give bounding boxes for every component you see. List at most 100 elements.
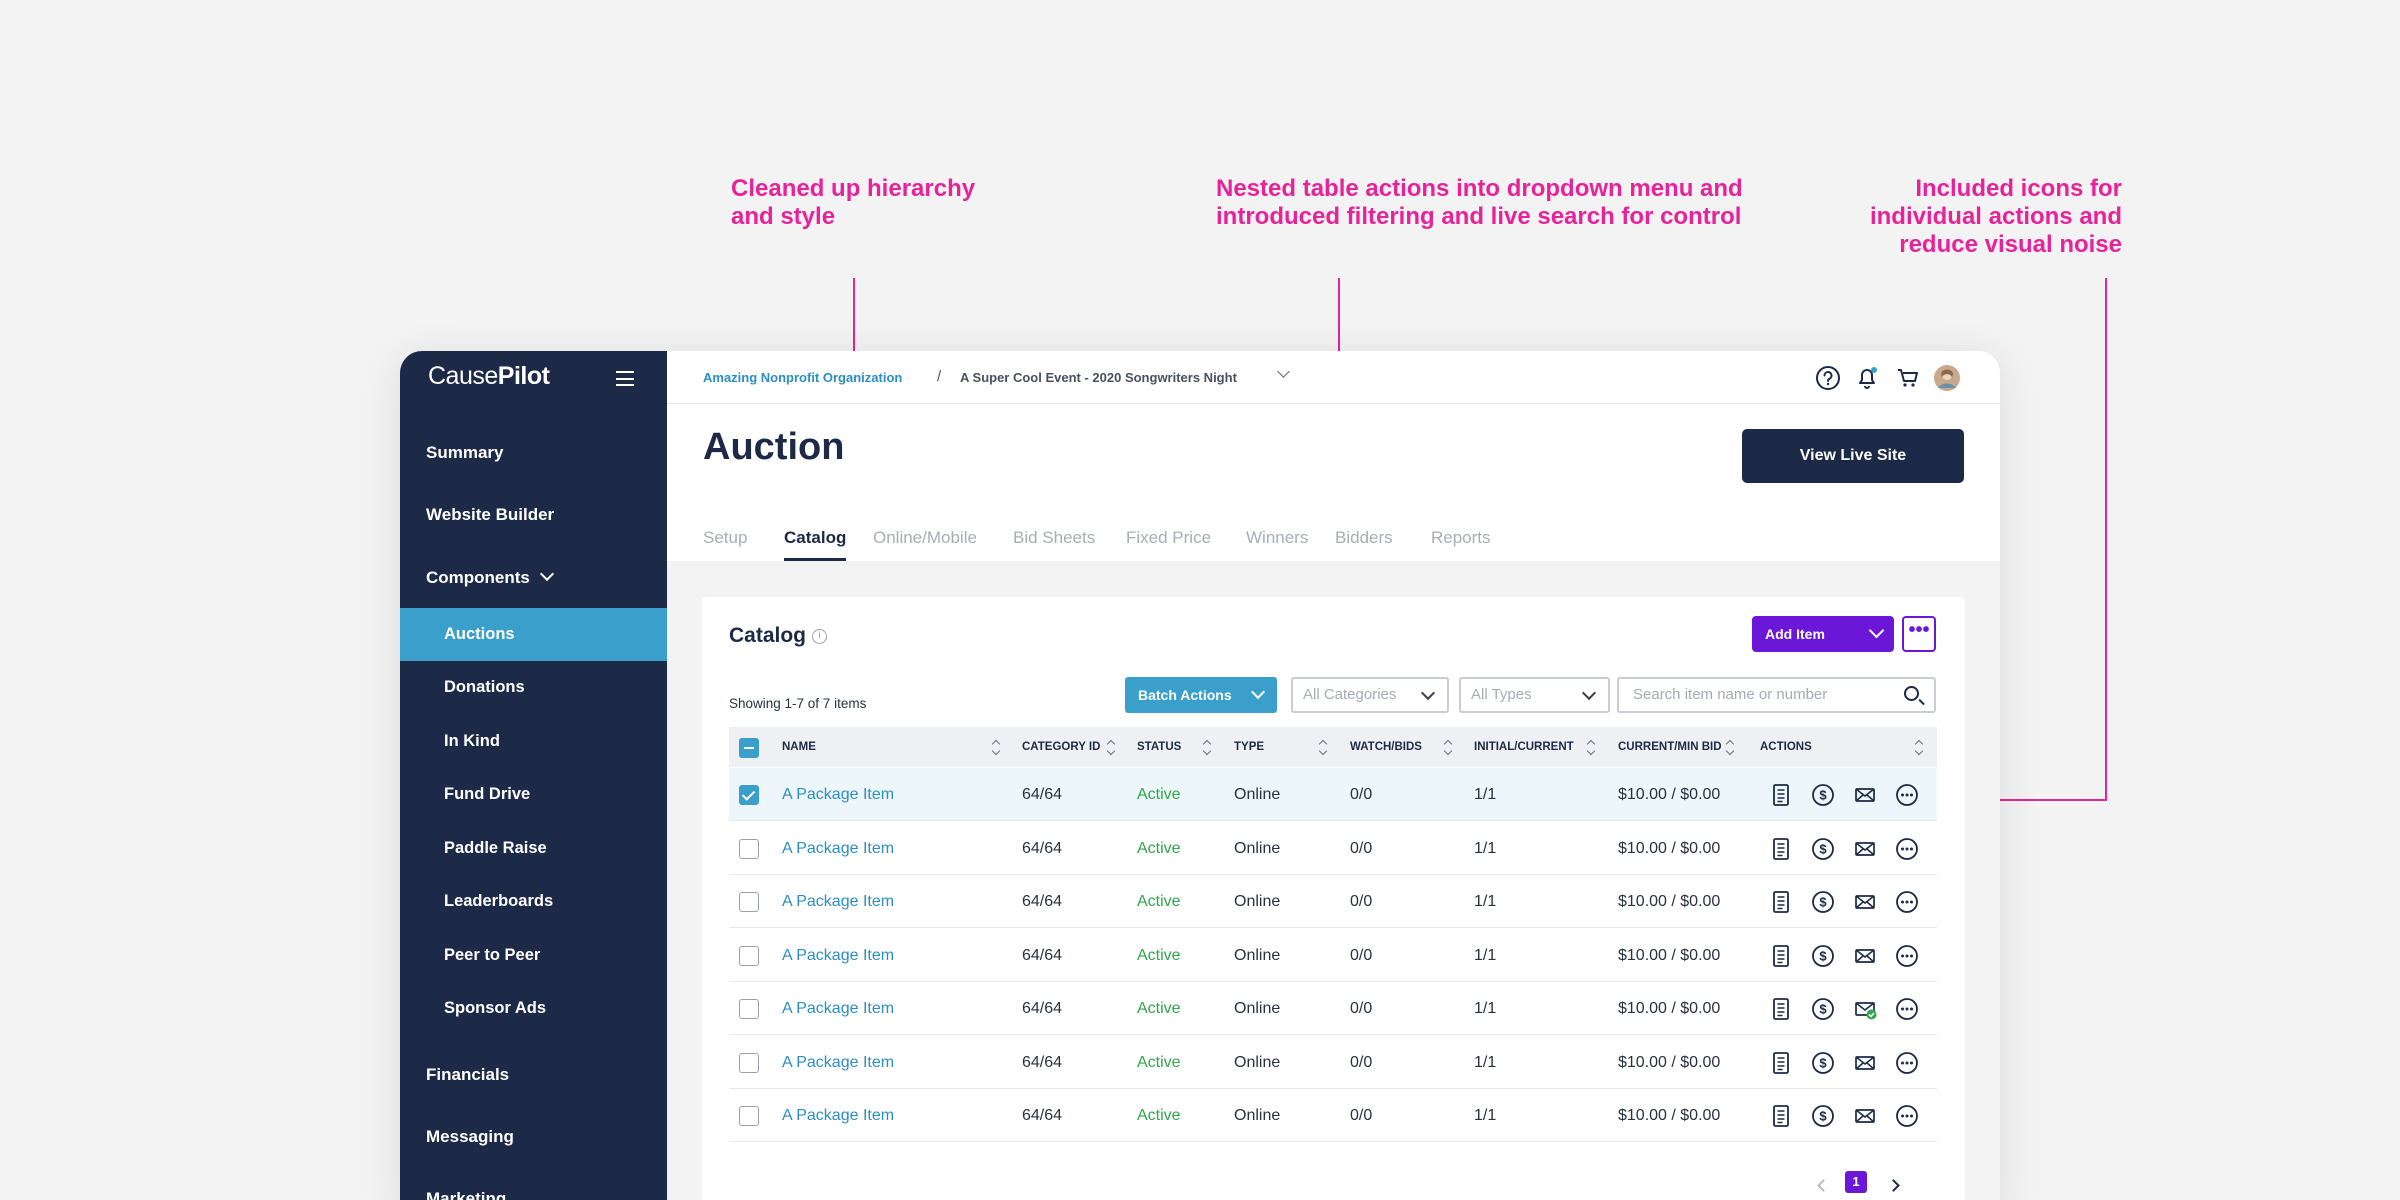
cell-name[interactable]: A Package Item <box>782 893 895 910</box>
table-row[interactable]: A Package Item 64/64 Active Online 0/0 1/1 $10… <box>729 1089 1937 1142</box>
tab-winners[interactable]: Winners <box>1246 528 1309 547</box>
add-item-button[interactable]: Add Item <box>1752 616 1894 652</box>
document-icon[interactable] <box>1769 783 1793 807</box>
more-icon[interactable] <box>1895 890 1919 914</box>
more-icon[interactable] <box>1895 1051 1919 1075</box>
column-header-initial-current[interactable]: INITIAL/CURRENT <box>1474 741 1574 753</box>
row-checkbox[interactable] <box>739 1106 759 1126</box>
column-header-current-min-bid[interactable]: CURRENT/MIN BID <box>1618 741 1722 753</box>
chevron-down-icon[interactable] <box>1277 365 1290 378</box>
sidebar-item-donations[interactable]: Donations <box>444 678 525 696</box>
document-icon[interactable] <box>1769 890 1793 914</box>
select-all-checkbox[interactable] <box>739 738 759 758</box>
category-filter-select[interactable]: All Categories <box>1291 677 1449 713</box>
sidebar-item-paddle-raise[interactable]: Paddle Raise <box>444 839 547 857</box>
sidebar-item-in-kind[interactable]: In Kind <box>444 732 500 750</box>
help-icon[interactable] <box>1815 365 1841 391</box>
document-icon[interactable] <box>1769 944 1793 968</box>
more-options-button[interactable]: ••• <box>1902 616 1936 652</box>
column-header-category[interactable]: CATEGORY ID <box>1022 741 1101 753</box>
sidebar-item-sponsor-ads[interactable]: Sponsor Ads <box>444 999 547 1017</box>
tab-catalog[interactable]: Catalog <box>784 528 847 561</box>
sort-icon[interactable] <box>1726 739 1734 755</box>
sidebar-item-website-builder[interactable]: Website Builder <box>426 505 555 524</box>
bell-icon[interactable] <box>1854 365 1880 391</box>
more-icon[interactable] <box>1895 1104 1919 1128</box>
cart-icon[interactable] <box>1895 365 1921 391</box>
pagination-prev-icon[interactable] <box>1817 1179 1830 1192</box>
search-icon[interactable] <box>1904 686 1919 701</box>
row-checkbox[interactable] <box>739 785 759 805</box>
sidebar-item-financials[interactable]: Financials <box>426 1065 510 1084</box>
mail-sent-icon[interactable] <box>1853 997 1877 1021</box>
dollar-icon[interactable]: $ <box>1811 1104 1835 1128</box>
tab-online-mobile[interactable]: Online/Mobile <box>873 528 977 547</box>
more-icon[interactable] <box>1895 997 1919 1021</box>
document-icon[interactable] <box>1769 997 1793 1021</box>
pagination-page-1[interactable]: 1 <box>1845 1171 1867 1193</box>
tab-setup[interactable]: Setup <box>703 528 748 547</box>
dollar-icon[interactable]: $ <box>1811 890 1835 914</box>
more-icon[interactable] <box>1895 837 1919 861</box>
cell-name[interactable]: A Package Item <box>782 1107 895 1124</box>
avatar[interactable] <box>1934 365 1960 391</box>
dollar-icon[interactable]: $ <box>1811 997 1835 1021</box>
column-header-type[interactable]: TYPE <box>1234 741 1265 753</box>
row-checkbox[interactable] <box>739 945 759 966</box>
mail-icon[interactable] <box>1853 837 1877 861</box>
dollar-icon[interactable]: $ <box>1811 837 1835 861</box>
sort-icon[interactable] <box>1587 739 1595 755</box>
sidebar-item-peer-to-peer[interactable]: Peer to Peer <box>444 946 541 964</box>
table-row[interactable]: A Package Item 64/64 Active Online 0/0 1/1 $10… <box>729 1036 1937 1089</box>
table-row[interactable]: A Package Item 64/64 Active Online 0/0 1/1 $10… <box>729 982 1937 1035</box>
chevron-down-icon[interactable] <box>1868 622 1885 639</box>
table-row[interactable]: A Package Item 64/64 Active Online 0/0 1/1 $10… <box>729 875 1937 928</box>
document-icon[interactable] <box>1769 1104 1793 1128</box>
column-header-watch-bids[interactable]: WATCH/BIDS <box>1350 741 1422 753</box>
mail-icon[interactable] <box>1853 944 1877 968</box>
sort-icon[interactable] <box>1319 739 1327 755</box>
sidebar-item-fund-drive[interactable]: Fund Drive <box>444 785 531 803</box>
cell-name[interactable]: A Package Item <box>782 1000 895 1017</box>
row-checkbox[interactable] <box>739 999 759 1019</box>
row-checkbox[interactable] <box>739 838 759 859</box>
sidebar-item-messaging[interactable]: Messaging <box>426 1127 514 1146</box>
sort-icon[interactable] <box>1203 739 1211 755</box>
column-header-name[interactable]: NAME <box>782 741 816 753</box>
table-row[interactable]: A Package Item 64/64 Active Online 0/0 1/1 $10… <box>729 929 1937 982</box>
cell-name[interactable]: A Package Item <box>782 946 895 964</box>
document-icon[interactable] <box>1769 837 1793 861</box>
table-row[interactable]: A Package Item 64/64 Active Online 0/0 1/1 $10… <box>729 822 1937 875</box>
breadcrumb-organization[interactable]: Amazing Nonprofit Organization <box>703 370 903 385</box>
breadcrumb-event[interactable]: A Super Cool Event - 2020 Songwriters Ni… <box>960 370 1237 385</box>
sidebar-item-marketing[interactable]: Marketing <box>426 1189 507 1200</box>
sort-icon[interactable] <box>1107 739 1115 755</box>
dollar-icon[interactable]: $ <box>1811 783 1835 807</box>
sort-icon[interactable] <box>1915 739 1923 755</box>
table-row[interactable]: A Package Item 64/64 Active Online 0/0 1/1 $10… <box>729 768 1937 821</box>
mail-icon[interactable] <box>1853 1051 1877 1075</box>
sidebar-item-auctions[interactable]: Auctions <box>400 608 667 661</box>
row-checkbox[interactable] <box>739 892 759 912</box>
row-checkbox[interactable] <box>739 1052 759 1073</box>
type-filter-select[interactable]: All Types <box>1459 677 1610 713</box>
cell-name[interactable]: A Package Item <box>782 839 895 857</box>
sidebar-item-leaderboards[interactable]: Leaderboards <box>444 892 554 910</box>
sort-icon[interactable] <box>1444 739 1452 755</box>
cell-name[interactable]: A Package Item <box>782 786 895 803</box>
batch-actions-dropdown[interactable]: Batch Actions <box>1125 677 1277 713</box>
logo[interactable]: CausePilot <box>428 362 550 391</box>
dollar-icon[interactable]: $ <box>1811 1051 1835 1075</box>
more-icon[interactable] <box>1895 783 1919 807</box>
dollar-icon[interactable]: $ <box>1811 944 1835 968</box>
pagination-next-icon[interactable] <box>1887 1179 1900 1192</box>
tab-bidders[interactable]: Bidders <box>1335 528 1393 547</box>
sort-icon[interactable] <box>992 739 1000 755</box>
info-icon[interactable]: i <box>812 629 827 644</box>
mail-icon[interactable] <box>1853 1104 1877 1128</box>
tab-reports[interactable]: Reports <box>1431 528 1491 547</box>
more-icon[interactable] <box>1895 944 1919 968</box>
mail-icon[interactable] <box>1853 890 1877 914</box>
view-live-site-button[interactable]: View Live Site <box>1742 429 1964 483</box>
document-icon[interactable] <box>1769 1051 1793 1075</box>
